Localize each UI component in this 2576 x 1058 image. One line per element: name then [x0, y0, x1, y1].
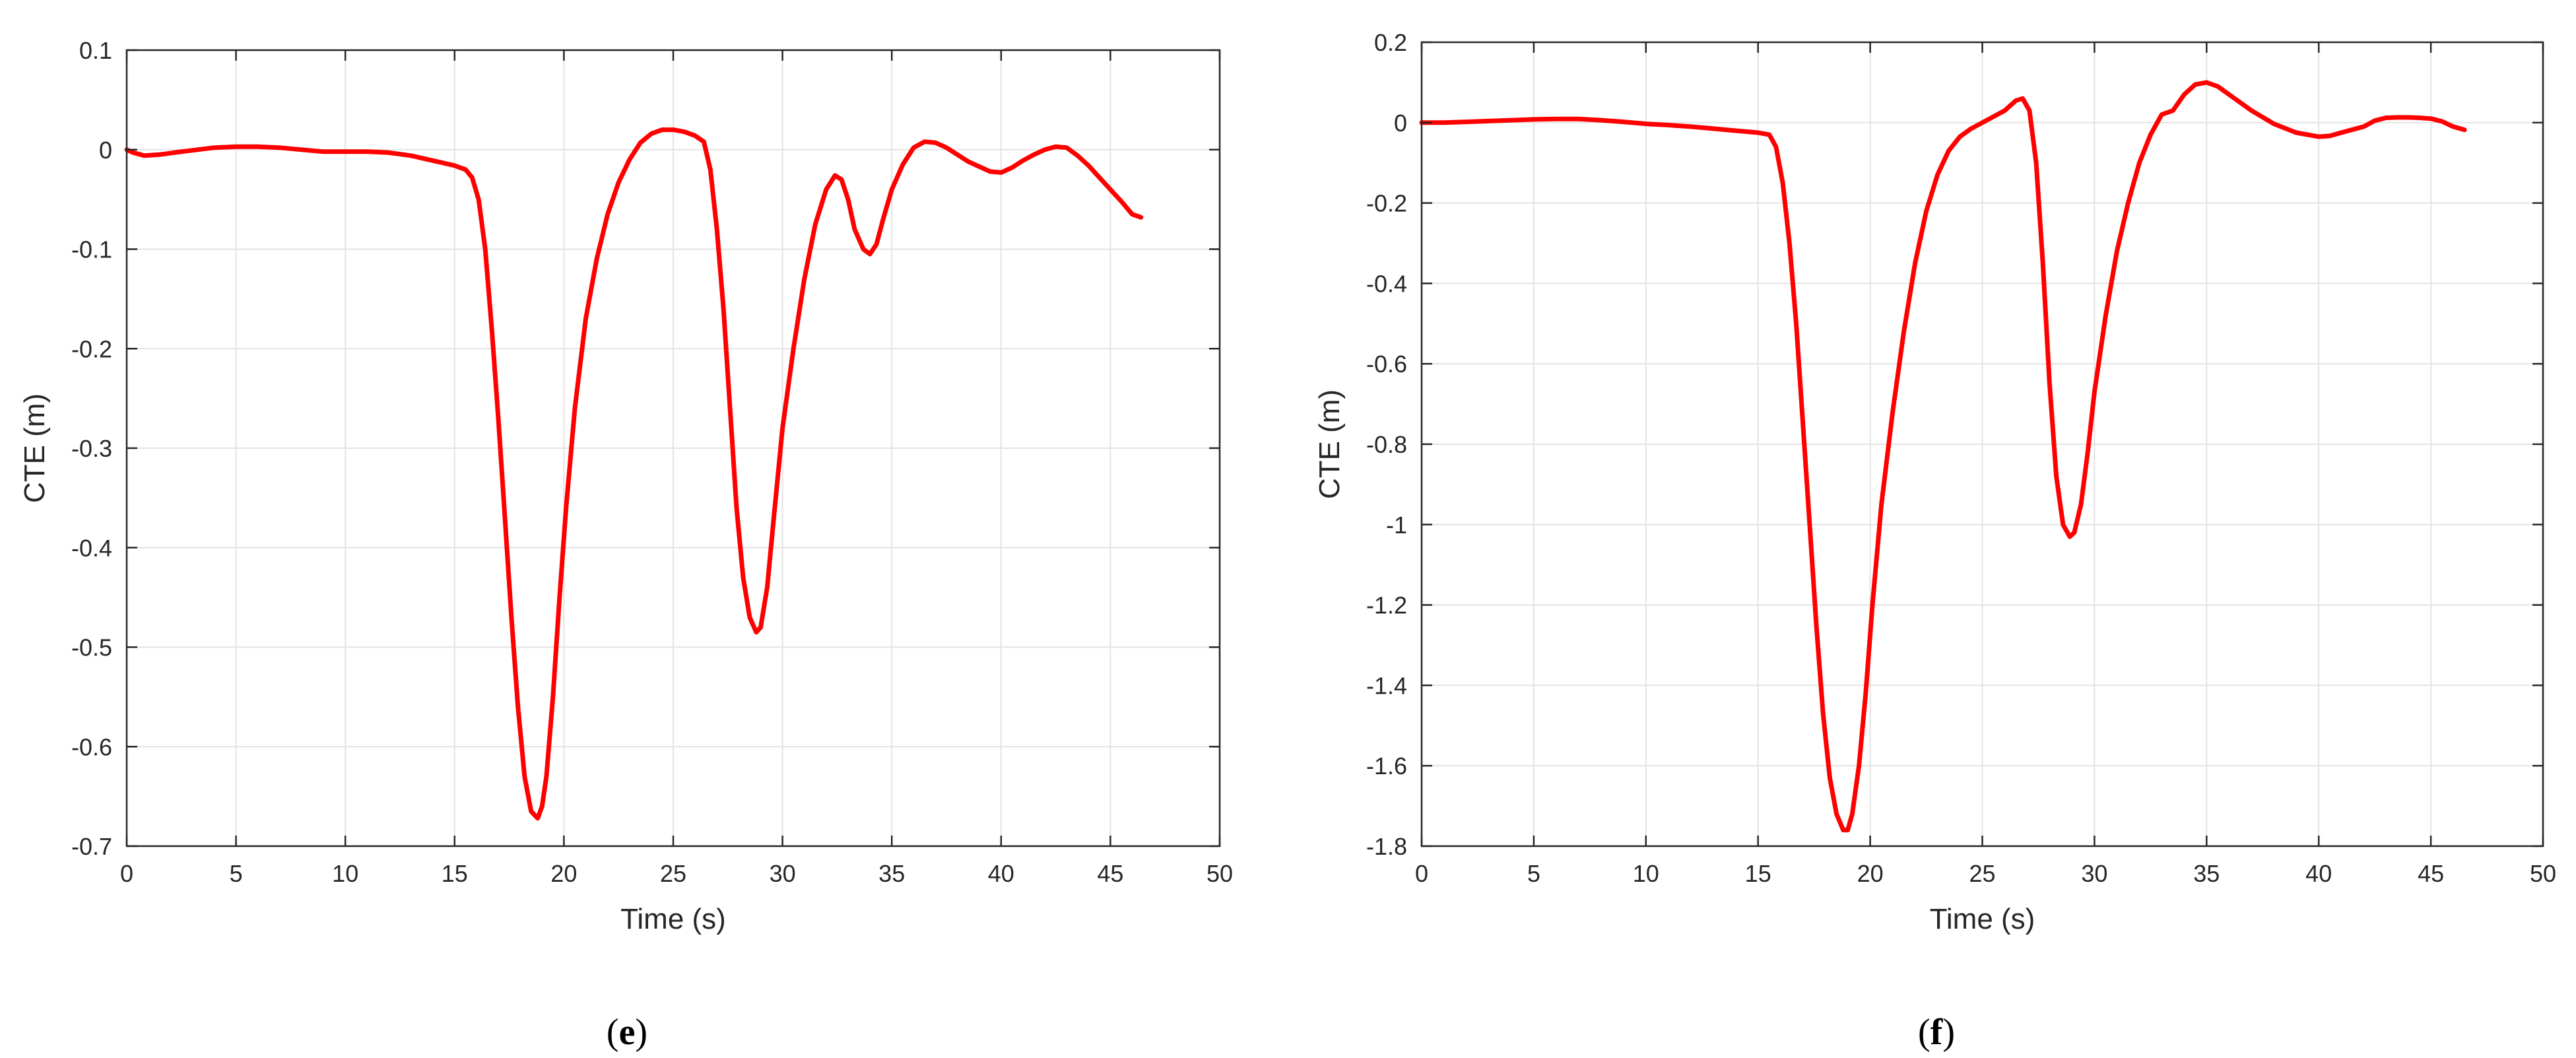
x-tick-label: 10 [1633, 860, 1659, 887]
y-tick-label: -0.7 [71, 833, 112, 860]
panel-label-letter: f [1931, 1012, 1944, 1053]
y-tick-label: -0.6 [71, 733, 112, 760]
panel-label-open: ( [1918, 1012, 1931, 1053]
panel-label-close: ) [635, 1012, 647, 1053]
x-tick-label: 15 [442, 860, 468, 887]
x-tick-label: 0 [120, 860, 133, 887]
y-tick-label: 0 [1394, 110, 1407, 137]
x-tick-label: 45 [1097, 860, 1123, 887]
y-tick-label: -0.5 [71, 634, 112, 661]
x-tick-label: 5 [1527, 860, 1540, 887]
x-tick-label: 25 [1969, 860, 1995, 887]
cte-series-line [1419, 80, 2467, 833]
cte-series-line [124, 127, 1144, 821]
x-tick-label: 45 [2418, 860, 2444, 887]
y-tick-label: -0.8 [1366, 431, 1407, 458]
x-tick-label: 5 [230, 860, 243, 887]
y-tick-label: -0.3 [71, 435, 112, 462]
y-tick-label: -0.2 [71, 335, 112, 362]
y-tick-label: 0.2 [1374, 29, 1407, 56]
x-tick-label: 35 [2193, 860, 2220, 887]
x-tick-label: 40 [988, 860, 1014, 887]
y-tick-label: -1.6 [1366, 752, 1407, 779]
x-axis-label: Time (s) [620, 903, 726, 935]
y-tick-label: -1.4 [1366, 672, 1407, 699]
x-tick-label: 25 [660, 860, 686, 887]
panel-label: (f) [1918, 1012, 1955, 1053]
x-tick-label: 30 [2081, 860, 2107, 887]
x-tick-label: 15 [1745, 860, 1771, 887]
panel-label: (e) [607, 1012, 647, 1053]
y-tick-label: -0.1 [71, 236, 112, 263]
panel-label-open: ( [607, 1012, 619, 1053]
chart-panel-f: 0 5 10 15 20 25 30 35 40 45 50 0.2 0 -0.2 -0.4 -0.6 -0.8… [1313, 29, 2556, 1053]
x-tick-label: 20 [550, 860, 577, 887]
y-axis-label: CTE (m) [1313, 389, 1346, 499]
y-tick-label: -1.8 [1366, 833, 1407, 860]
x-tick-label: 50 [2530, 860, 2556, 887]
y-tick-label: -0.2 [1366, 190, 1407, 217]
y-axis-label: CTE (m) [18, 393, 51, 503]
y-tick-label: -1 [1386, 512, 1407, 539]
x-axis-label: Time (s) [1930, 903, 2035, 935]
x-tick-label: 40 [2305, 860, 2332, 887]
x-tick-label: 50 [1206, 860, 1233, 887]
x-tick-label: 30 [770, 860, 796, 887]
chart-panel-e: 0 5 10 15 20 25 30 35 40 45 50 0.1 0 -0.1 -0.2 -0.3 -0.4… [18, 37, 1233, 1053]
x-tick-label: 10 [332, 860, 358, 887]
panel-label-close: ) [1942, 1012, 1955, 1053]
panel-label-letter: e [619, 1012, 636, 1053]
y-tick-label: -0.4 [71, 535, 112, 562]
y-tick-label: -0.4 [1366, 270, 1407, 297]
y-tick-label: 0 [99, 137, 112, 164]
y-tick-label: -0.6 [1366, 350, 1407, 378]
x-tick-label: 35 [878, 860, 905, 887]
x-tick-label: 0 [1415, 860, 1428, 887]
y-tick-label: -1.2 [1366, 592, 1407, 619]
x-tick-label: 20 [1857, 860, 1884, 887]
y-tick-label: 0.1 [79, 37, 112, 64]
